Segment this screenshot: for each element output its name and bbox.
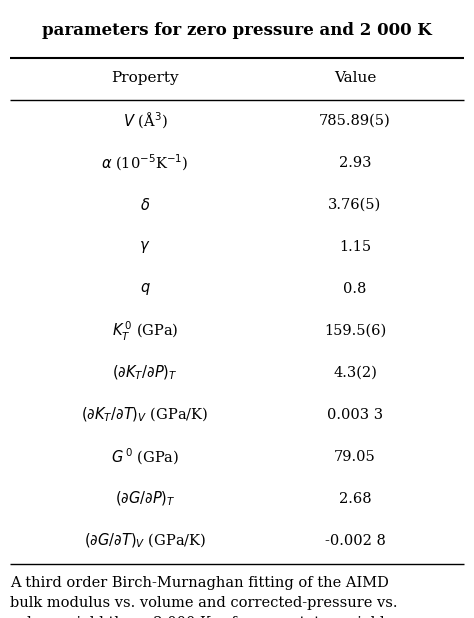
Text: Property: Property [111,71,179,85]
Text: volume yield these 2 000 K reference state variables.: volume yield these 2 000 K reference sta… [10,616,405,618]
Text: bulk modulus vs. volume and corrected-pressure vs.: bulk modulus vs. volume and corrected-pr… [10,596,398,610]
Text: 3.76(5): 3.76(5) [328,198,382,212]
Text: 2.93: 2.93 [339,156,371,170]
Text: $q$: $q$ [140,281,150,297]
Text: $G^{\,0}$ (GPa): $G^{\,0}$ (GPa) [111,447,179,467]
Text: 79.05: 79.05 [334,450,376,464]
Text: 159.5(6): 159.5(6) [324,324,386,338]
Text: $\gamma$: $\gamma$ [139,239,151,255]
Text: $\delta$: $\delta$ [140,197,150,213]
Text: -0.002 8: -0.002 8 [325,534,385,548]
Text: $(\partial G/\partial P)_T$: $(\partial G/\partial P)_T$ [115,490,175,508]
Text: parameters for zero pressure and 2 000 K: parameters for zero pressure and 2 000 K [42,22,432,39]
Text: $(\partial K_T/\partial P)_T$: $(\partial K_T/\partial P)_T$ [112,364,178,382]
Text: $V$ (Å$^{3}$): $V$ (Å$^{3}$) [123,111,167,131]
Text: 0.8: 0.8 [343,282,367,296]
Text: 2.68: 2.68 [339,492,371,506]
Text: $\alpha$ (10$^{-5}$K$^{-1}$): $\alpha$ (10$^{-5}$K$^{-1}$) [101,153,189,173]
Text: 4.3(2): 4.3(2) [333,366,377,380]
Text: $K_T^{\,0}$ (GPa): $K_T^{\,0}$ (GPa) [112,320,178,342]
Text: 1.15: 1.15 [339,240,371,254]
Text: 785.89(5): 785.89(5) [319,114,391,128]
Text: $(\partial G/\partial T)_V$ (GPa/K): $(\partial G/\partial T)_V$ (GPa/K) [84,532,206,550]
Text: $(\partial K_T/\partial T)_V$ (GPa/K): $(\partial K_T/\partial T)_V$ (GPa/K) [82,406,209,424]
Text: 0.003 3: 0.003 3 [327,408,383,422]
Text: Value: Value [334,71,376,85]
Text: A third order Birch-Murnaghan fitting of the AIMD: A third order Birch-Murnaghan fitting of… [10,576,389,590]
